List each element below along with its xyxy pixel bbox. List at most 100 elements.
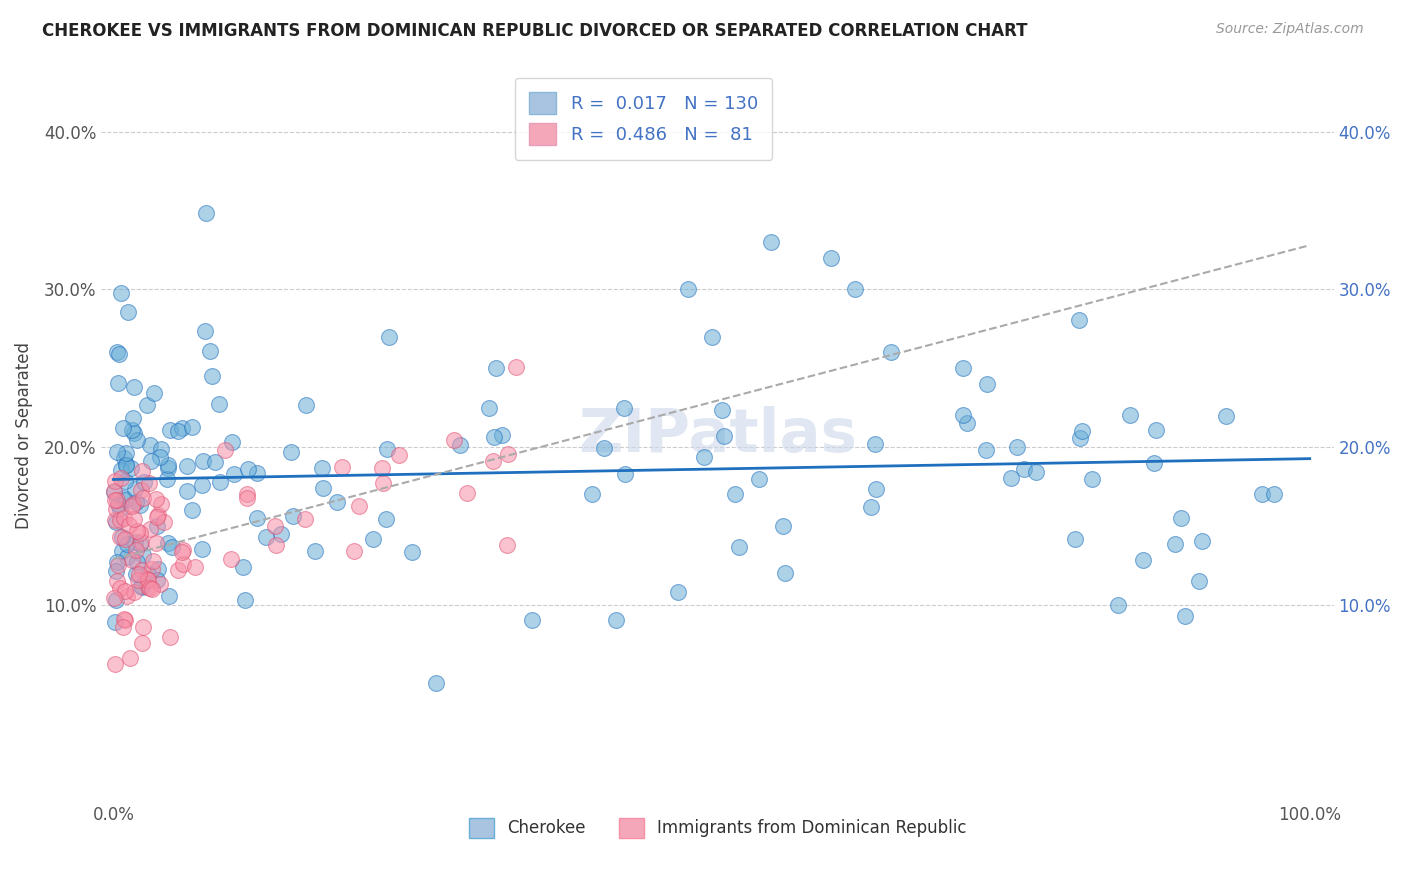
Point: [103, 591, 125, 605]
Point: [231, 560, 253, 574]
Point: [121, 424, 143, 438]
Point: [122, 497, 145, 511]
Point: [1144, 423, 1167, 437]
Point: [613, 401, 636, 415]
Point: [112, 450, 135, 465]
Point: [1143, 456, 1166, 470]
Point: [485, 361, 508, 376]
Point: [136, 566, 159, 581]
Point: [117, 304, 139, 318]
Point: [132, 475, 155, 489]
Point: [104, 493, 127, 508]
Point: [221, 434, 243, 449]
Text: CHEROKEE VS IMMIGRANTS FROM DOMINICAN REPUBLIC DIVORCED OR SEPARATED CORRELATION: CHEROKEE VS IMMIGRANTS FROM DOMINICAN RE…: [42, 22, 1028, 40]
Point: [693, 450, 716, 465]
Point: [880, 345, 903, 359]
Point: [136, 398, 159, 412]
Point: [194, 205, 217, 219]
Point: [425, 676, 447, 690]
Point: [167, 563, 190, 577]
Point: [952, 361, 974, 376]
Point: [491, 427, 513, 442]
Point: [125, 524, 148, 538]
Point: [1069, 430, 1091, 444]
Point: [107, 376, 129, 391]
Point: [956, 417, 979, 431]
Point: [105, 445, 128, 459]
Point: [478, 401, 501, 416]
Point: [280, 445, 302, 459]
Point: [233, 593, 256, 607]
Point: [159, 423, 181, 437]
Point: [330, 460, 353, 475]
Point: [209, 475, 232, 489]
Point: [114, 613, 136, 627]
Point: [388, 448, 411, 462]
Point: [146, 510, 169, 524]
Point: [236, 491, 259, 505]
Point: [1107, 598, 1129, 612]
Point: [772, 518, 794, 533]
Point: [1025, 465, 1047, 479]
Point: [443, 433, 465, 447]
Point: [208, 397, 231, 411]
Point: [105, 502, 128, 516]
Point: [1215, 409, 1237, 423]
Point: [131, 534, 153, 549]
Point: [114, 492, 136, 507]
Point: [304, 544, 326, 558]
Point: [145, 536, 167, 550]
Point: [107, 497, 129, 511]
Point: [283, 508, 305, 523]
Point: [110, 470, 132, 484]
Point: [713, 429, 735, 443]
Point: [170, 545, 193, 559]
Point: [481, 454, 503, 468]
Point: [264, 519, 287, 533]
Point: [773, 566, 796, 580]
Point: [108, 502, 131, 516]
Point: [124, 482, 146, 496]
Point: [1250, 487, 1272, 501]
Point: [844, 282, 866, 296]
Point: [820, 251, 842, 265]
Point: [104, 615, 127, 630]
Point: [264, 538, 287, 552]
Point: [125, 543, 148, 558]
Point: [142, 554, 165, 568]
Point: [505, 360, 527, 375]
Point: [125, 566, 148, 581]
Point: [121, 553, 143, 567]
Point: [136, 572, 159, 586]
Point: [128, 566, 150, 581]
Point: [312, 481, 335, 495]
Point: [146, 573, 169, 587]
Point: [138, 582, 160, 596]
Point: [112, 620, 135, 634]
Point: [138, 580, 160, 594]
Point: [105, 574, 128, 589]
Point: [104, 474, 127, 488]
Point: [127, 573, 149, 587]
Point: [115, 537, 138, 551]
Point: [375, 512, 398, 526]
Point: [1191, 534, 1213, 549]
Point: [121, 500, 143, 514]
Point: [974, 443, 997, 458]
Point: [245, 510, 267, 524]
Point: [191, 542, 214, 557]
Point: [976, 376, 998, 391]
Point: [581, 487, 603, 501]
Point: [141, 562, 163, 576]
Point: [139, 523, 162, 537]
Point: [613, 467, 636, 481]
Point: [456, 486, 478, 500]
Point: [167, 424, 190, 438]
Point: [204, 455, 226, 469]
Point: [108, 582, 131, 596]
Point: [129, 483, 152, 498]
Point: [666, 585, 689, 599]
Point: [214, 442, 236, 457]
Point: [112, 612, 135, 626]
Point: [1188, 574, 1211, 589]
